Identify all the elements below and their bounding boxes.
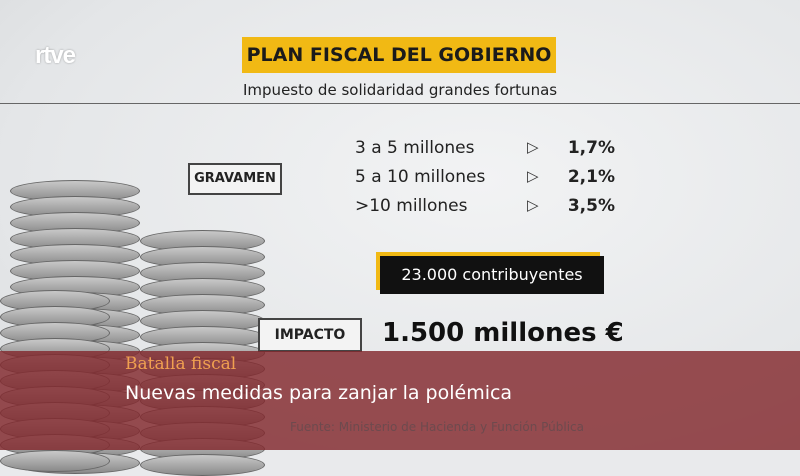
bracket-row: 3 a 5 millones ▷ 1,7% [355, 138, 615, 167]
source-note: Fuente: Ministerio de Hacienda y Función… [290, 420, 585, 434]
triangle-right-icon: ▷ [527, 138, 539, 156]
bracket-row: >10 millones ▷ 3,5% [355, 196, 615, 225]
lower-third-headline: Nuevas medidas para zanjar la polémica [125, 382, 513, 404]
tax-brackets: 3 a 5 millones ▷ 1,7% 5 a 10 millones ▷ … [355, 138, 615, 225]
bracket-range: >10 millones [355, 196, 468, 216]
coin [140, 454, 265, 476]
graphic-title: PLAN FISCAL DEL GOBIERNO [242, 37, 556, 73]
triangle-right-icon: ▷ [527, 167, 539, 185]
bracket-rate: 2,1% [567, 167, 615, 187]
coin [0, 450, 110, 472]
divider [0, 103, 800, 104]
contribuyentes-badge: 23.000 contribuyentes [380, 256, 604, 294]
impacto-label: IMPACTO [258, 318, 362, 352]
lower-third-kicker: Batalla fiscal [125, 354, 237, 374]
bracket-range: 3 a 5 millones [355, 138, 475, 158]
impact-amount: 1.500 millones € [382, 318, 624, 348]
graphic-subtitle: Impuesto de solidaridad grandes fortunas [243, 81, 558, 99]
lower-third-banner [0, 351, 800, 450]
channel-logo: rtve [35, 42, 76, 69]
bracket-rate: 3,5% [567, 196, 615, 216]
gravamen-label: GRAVAMEN [188, 163, 282, 195]
bracket-row: 5 a 10 millones ▷ 2,1% [355, 167, 615, 196]
bracket-rate: 1,7% [567, 138, 615, 158]
bracket-range: 5 a 10 millones [355, 167, 486, 187]
triangle-right-icon: ▷ [527, 196, 539, 214]
